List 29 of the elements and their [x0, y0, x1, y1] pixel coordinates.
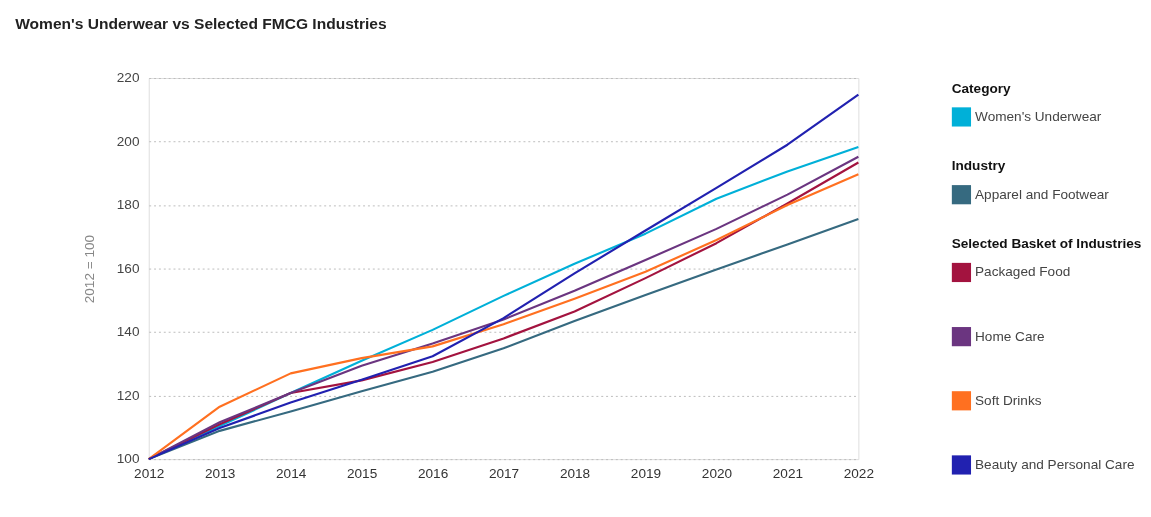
y-tick-label: 140: [116, 324, 140, 340]
y-tick-label: 100: [116, 451, 140, 467]
x-tick-label: 2017: [488, 466, 520, 482]
legend-label: Home Care: [975, 328, 1045, 344]
legend-label: Apparel and Footwear: [975, 186, 1110, 202]
y-tick-label: 200: [116, 133, 140, 149]
y-tick-label: 120: [116, 387, 140, 403]
legend-label: Beauty and Personal Care: [975, 456, 1135, 472]
x-tick-label: 2019: [630, 466, 662, 482]
legend-label: Women's Underwear: [975, 108, 1102, 124]
x-tick-label: 2012: [134, 466, 165, 482]
x-tick-label: 2018: [559, 466, 591, 482]
x-tick-label: 2016: [417, 466, 449, 482]
x-tick-label: 2015: [346, 466, 378, 482]
x-tick-label: 2020: [701, 466, 733, 482]
y-tick-label: 180: [116, 197, 140, 213]
x-tick-label: 2014: [276, 466, 307, 482]
text: Selected Basket of Industries: [951, 236, 1142, 252]
x-tick-label: 2013: [205, 466, 236, 482]
y-tick-label: 220: [116, 70, 140, 86]
legend-label: Packaged Food: [975, 264, 1071, 280]
legend-label: Soft Drinks: [975, 392, 1042, 408]
y-tick-label: 160: [116, 260, 140, 276]
x-tick-label: 2022: [843, 466, 874, 482]
text: Industry: [951, 158, 1006, 174]
chart-title: Women's Underwear vs Selected FMCG Industries: [15, 15, 388, 33]
x-tick-label: 2021: [772, 466, 804, 482]
y-axis-title: 2012 = 100: [82, 234, 98, 304]
text: Category: [951, 80, 1011, 96]
